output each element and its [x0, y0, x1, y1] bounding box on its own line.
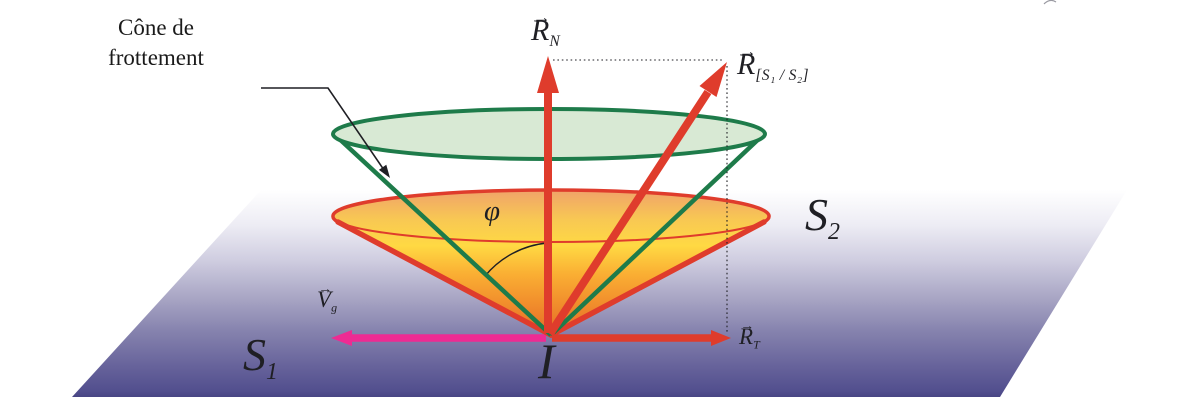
label-phi-angle: φ	[484, 195, 501, 227]
phi-angle-arc	[484, 242, 548, 277]
friction-cone-right-generator	[549, 132, 766, 337]
label-resultant-reaction: → R[S₁ / S₂]	[737, 42, 809, 84]
caption-leader-line	[261, 87, 385, 171]
label-subscript: [S₁ / S₂]	[755, 66, 809, 84]
label-base: R	[737, 48, 756, 81]
label-base: S	[243, 329, 266, 380]
cropped-text-fragment	[1043, 0, 1057, 5]
label-contact-point: I	[538, 333, 555, 389]
resultant-reaction-shaft	[546, 89, 712, 337]
label-sliding-velocity: → Vg	[317, 281, 338, 315]
resultant-reaction-arrowhead	[699, 62, 727, 97]
label-base: V	[317, 287, 332, 312]
caption-line-1: Cône de	[117, 15, 194, 40]
vector-arrow-icon: →	[532, 6, 551, 27]
caption-line-2: frottement	[108, 45, 204, 71]
vector-arrow-icon: →	[740, 317, 755, 333]
label-subscript: 1	[266, 359, 279, 386]
normal-reaction-arrowhead	[537, 56, 559, 93]
label-tangential-reaction: → RT	[739, 318, 760, 352]
label-subscript: N	[549, 32, 561, 50]
label-solid-1: S1	[243, 332, 278, 385]
label-base: R	[531, 14, 550, 47]
label-solid-2: S2	[805, 192, 840, 245]
label-normal-reaction: → RN	[531, 8, 561, 50]
label-base: R	[739, 324, 754, 349]
caption-cone-de-frottement: Cône de frottement	[78, 13, 234, 74]
velocity-vector-arrowhead	[331, 330, 352, 346]
caption-leader-arrowhead	[378, 164, 390, 178]
vector-arrow-icon: →	[738, 40, 757, 61]
vector-arrow-icon: →	[318, 280, 333, 296]
label-subscript: T	[753, 337, 760, 352]
friction-cone-left-generator	[332, 132, 553, 337]
label-subscript: 2	[828, 219, 841, 246]
tangential-reaction-arrowhead	[711, 330, 731, 346]
label-subscript: g	[331, 300, 338, 315]
label-base: S	[805, 189, 828, 240]
